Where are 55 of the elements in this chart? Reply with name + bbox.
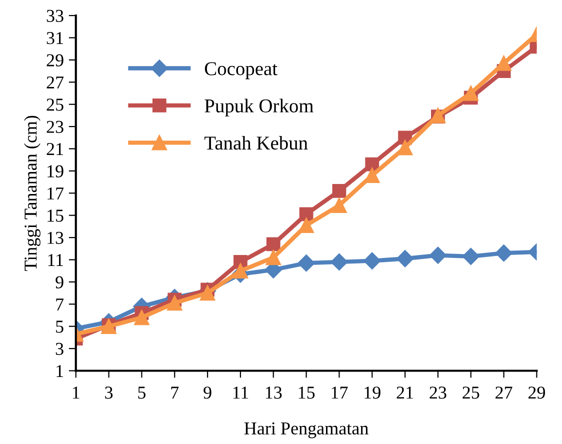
y-tick-label: 21 [46,143,63,156]
y-axis-title: Tinggi Tanaman (cm) [24,116,40,271]
y-tick-label: 5 [56,320,64,333]
x-tick-label: 13 [266,386,282,399]
y-tick-label: 27 [46,76,64,88]
point [463,86,479,101]
point [396,250,414,268]
x-tick-label: 21 [396,386,413,399]
y-tick-label: 17 [48,187,64,200]
point [166,295,182,311]
legend-label: Tanah Kebun [204,136,308,150]
y-tick-label: 25 [46,98,64,111]
point [232,263,248,278]
x-tick-label: 5 [138,386,146,399]
point [462,248,480,265]
point [330,253,348,271]
legend-label: Pupuk Orkom [204,98,314,116]
x-tick-label: 7 [171,386,179,399]
point [364,252,381,270]
y-tick-label: 33 [46,10,64,22]
y-tick-label: 31 [46,32,63,44]
x-tick-label: 23 [430,386,446,399]
point [266,237,280,252]
x-tick-label: 1 [72,386,80,399]
point [429,246,447,264]
y-tick-label: 13 [48,232,64,244]
x-axis-title: Hari Pengamatan [244,422,368,438]
x-tick-label: 25 [462,386,480,399]
y-tick-label: 9 [56,276,64,288]
point [495,244,512,262]
x-tick-label: 15 [298,386,315,399]
y-tick-label: 7 [56,298,64,310]
x-tick-label: 11 [233,386,248,399]
x-tick-label: 17 [332,386,348,399]
point [332,198,347,213]
x-tick-label: 9 [204,386,212,399]
y-tick-label: 11 [48,254,63,266]
y-tick-label: 19 [48,165,64,178]
y-tick-label: 23 [46,120,64,133]
y-tick-label: 15 [48,210,64,222]
x-tick-label: 27 [496,386,512,399]
point [332,184,346,198]
x-tick-label: 3 [105,386,113,399]
y-tick-label: 29 [46,54,64,66]
legend-label: Cocopeat [204,62,278,80]
point [397,140,413,156]
point [200,285,216,301]
point [298,254,315,272]
point [134,310,150,326]
y-tick-label: 3 [56,342,64,355]
point [298,218,314,233]
x-tick-label: 29 [528,386,545,399]
point [266,250,282,266]
x-tick-label: 19 [364,386,380,399]
y-tick-label: 1 [56,365,63,378]
